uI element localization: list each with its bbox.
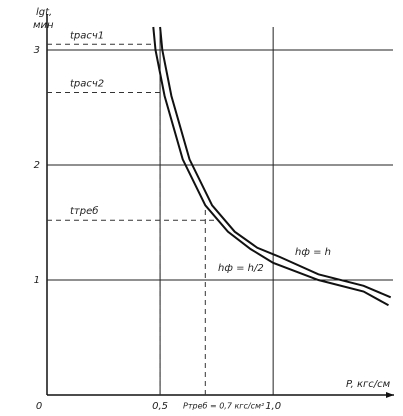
reference-label: tтреб (70, 205, 98, 217)
curve (152, 26, 389, 307)
y-axis-label: мин (33, 20, 54, 31)
y-axis-label: lgt, (36, 7, 52, 18)
y-tick-label: 3 (34, 45, 40, 56)
x-axis-label: P, кгс/см (346, 379, 391, 390)
reference-label: Pтреб = 0,7 кгс/см² (183, 402, 265, 411)
x-tick-label: 0 (36, 401, 42, 412)
x-tick-label: 1,0 (265, 401, 281, 412)
y-tick-label: 1 (34, 275, 40, 286)
axis-arrow (386, 392, 394, 398)
series-label: hф = h (295, 247, 331, 258)
reference-label: tрасч2 (70, 79, 104, 90)
y-tick-label: 2 (34, 160, 40, 171)
series-label: hф = h/2 (218, 263, 264, 274)
x-tick-label: 0,5 (152, 401, 168, 412)
curve (159, 26, 392, 299)
reference-label: tрасч1 (70, 30, 104, 41)
